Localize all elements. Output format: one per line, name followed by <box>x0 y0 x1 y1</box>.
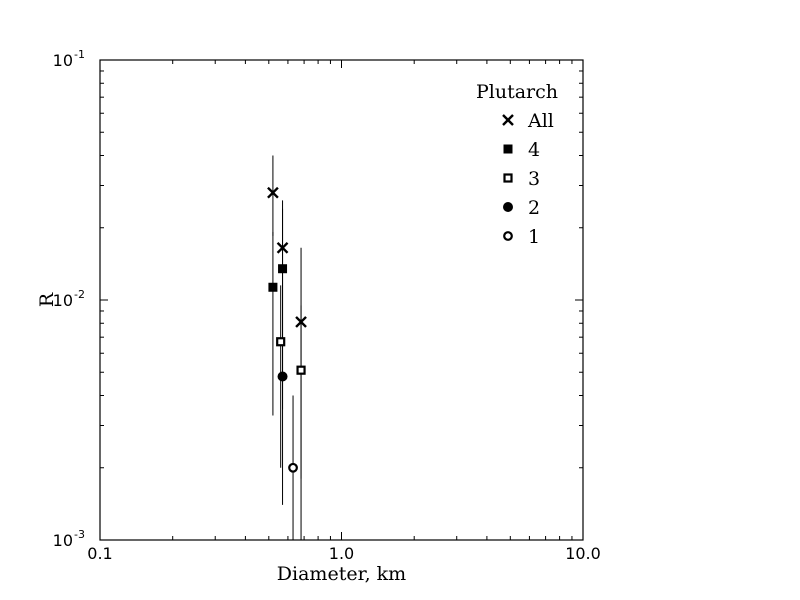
data-point-4 <box>278 264 288 274</box>
x-tick-label: 10.0 <box>565 544 601 563</box>
legend-marker-3 <box>503 173 513 183</box>
x-tick-label: 0.1 <box>87 544 112 563</box>
y-tick-label: 10 <box>53 291 73 310</box>
data-point-all <box>295 316 307 328</box>
legend-label-1: 1 <box>528 226 540 248</box>
data-point-3 <box>276 337 286 347</box>
y-tick-exponent: -3 <box>74 528 85 541</box>
legend-marker-4 <box>503 144 513 154</box>
plot-frame <box>99 59 584 541</box>
data-point-4 <box>268 282 278 292</box>
y-tick-exponent: -1 <box>74 48 85 61</box>
legend-label-3: 3 <box>528 168 540 190</box>
y-tick-exponent: -2 <box>74 288 85 301</box>
legend-marker-1 <box>503 231 513 241</box>
axis-ticks <box>99 60 584 541</box>
legend-title: Plutarch <box>476 81 558 103</box>
data-markers <box>267 186 307 473</box>
x-stroke <box>502 114 514 126</box>
x-axis-title: Diameter, km <box>277 563 406 585</box>
x-tick-label: 1.0 <box>329 544 354 563</box>
y-tick-label: 10 <box>53 531 73 550</box>
y-tick-label: 10 <box>53 51 73 70</box>
legend-marker-2 <box>503 202 513 212</box>
x-stroke <box>276 241 289 254</box>
data-point-1 <box>288 462 298 473</box>
x-stroke <box>267 186 279 199</box>
x-stroke <box>295 316 307 328</box>
legend-marker-all <box>502 114 514 126</box>
data-point-all <box>276 241 289 254</box>
legend-label-4: 4 <box>528 139 540 161</box>
legend-label-all: All <box>527 110 554 132</box>
data-point-all <box>267 186 279 199</box>
data-point-2 <box>277 371 288 382</box>
legend: Plutarch All 4 3 2 1 <box>476 81 558 248</box>
error-bars <box>272 155 302 540</box>
tick-labels: 0.1 1.0 10.010-310-210-1 <box>53 48 601 563</box>
data-point-3 <box>296 365 306 375</box>
y-axis-title: R <box>36 292 58 307</box>
legend-label-2: 2 <box>528 197 540 219</box>
